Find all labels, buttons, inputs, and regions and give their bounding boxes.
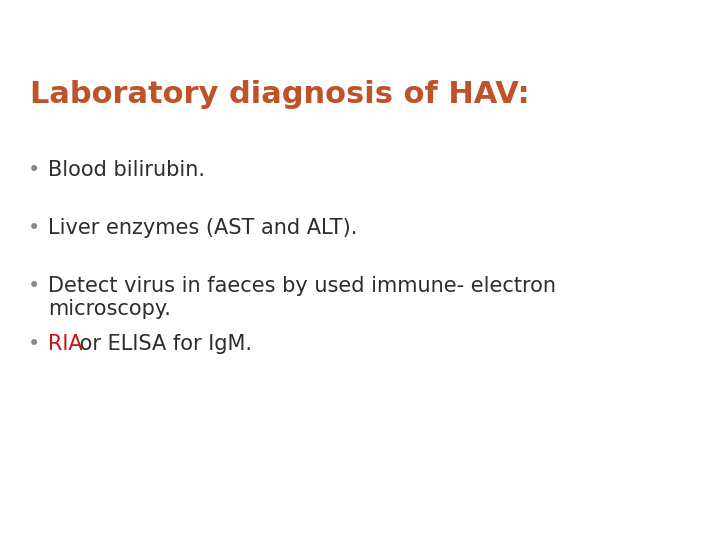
- Text: Detect virus in faeces by used immune- electron
microscopy.: Detect virus in faeces by used immune- e…: [48, 276, 556, 319]
- Text: or ELISA for IgM.: or ELISA for IgM.: [73, 334, 252, 354]
- Text: •: •: [28, 160, 40, 180]
- Text: RIA: RIA: [48, 334, 83, 354]
- Text: •: •: [28, 276, 40, 296]
- Text: Laboratory diagnosis of HAV:: Laboratory diagnosis of HAV:: [30, 80, 530, 109]
- Text: Blood bilirubin.: Blood bilirubin.: [48, 160, 205, 180]
- Text: •: •: [28, 334, 40, 354]
- Text: •: •: [28, 218, 40, 238]
- Text: Liver enzymes (AST and ALT).: Liver enzymes (AST and ALT).: [48, 218, 357, 238]
- Text: Serology And Immunology: Serology And Immunology: [10, 9, 166, 22]
